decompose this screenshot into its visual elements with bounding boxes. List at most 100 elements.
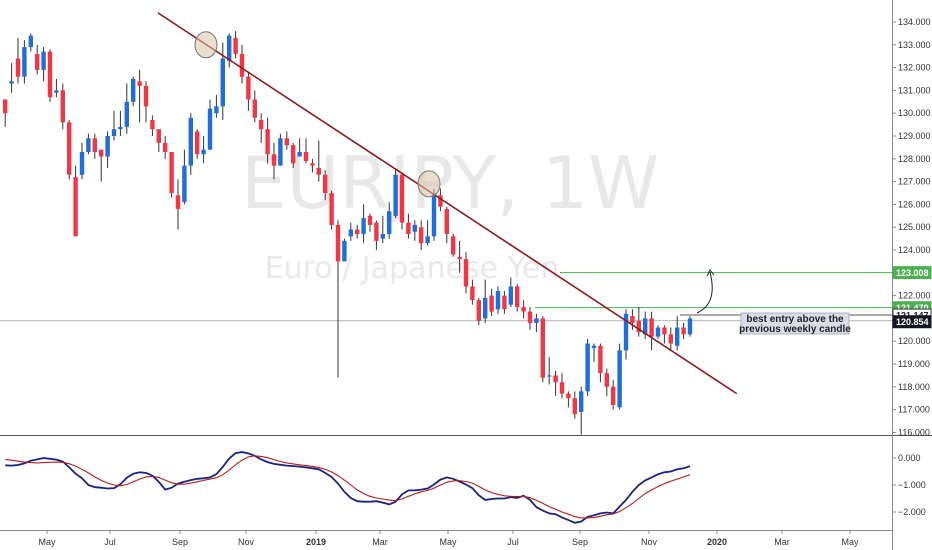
- candle[interactable]: [105, 131, 110, 168]
- candle[interactable]: [476, 297, 481, 326]
- candle[interactable]: [35, 44, 40, 75]
- candle[interactable]: [604, 368, 609, 396]
- annotation-box[interactable]: [740, 312, 850, 335]
- candle[interactable]: [316, 140, 321, 182]
- candle[interactable]: [617, 343, 622, 410]
- candle[interactable]: [540, 316, 545, 383]
- candle[interactable]: [630, 309, 635, 330]
- candle[interactable]: [239, 44, 245, 84]
- candle[interactable]: [611, 379, 616, 410]
- candle[interactable]: [195, 129, 200, 159]
- candle[interactable]: [419, 220, 424, 250]
- candle[interactable]: [124, 83, 129, 134]
- candle[interactable]: [246, 72, 251, 111]
- candle[interactable]: [348, 222, 353, 241]
- candle[interactable]: [361, 204, 366, 244]
- candle[interactable]: [3, 99, 8, 127]
- candle[interactable]: [118, 110, 123, 136]
- candle[interactable]: [150, 115, 155, 136]
- candle[interactable]: [579, 386, 584, 435]
- candle[interactable]: [572, 391, 577, 419]
- candle[interactable]: [15, 37, 21, 84]
- candle[interactable]: [323, 170, 328, 200]
- candle[interactable]: [156, 129, 161, 152]
- candle[interactable]: [188, 113, 193, 175]
- candle[interactable]: [585, 338, 590, 396]
- candle[interactable]: [342, 238, 347, 262]
- candle[interactable]: [687, 316, 693, 337]
- candle[interactable]: [643, 311, 648, 339]
- candle[interactable]: [355, 224, 360, 239]
- candle[interactable]: [169, 151, 174, 198]
- candle[interactable]: [207, 99, 213, 150]
- candle[interactable]: [399, 172, 405, 230]
- candle[interactable]: [214, 94, 219, 118]
- candle[interactable]: [131, 76, 136, 107]
- candle[interactable]: [182, 149, 187, 205]
- candle[interactable]: [233, 31, 238, 59]
- candle[interactable]: [47, 49, 53, 102]
- candle[interactable]: [559, 373, 565, 399]
- candle[interactable]: [99, 149, 104, 182]
- candle[interactable]: [41, 47, 46, 82]
- candle[interactable]: [297, 138, 302, 157]
- candle[interactable]: [451, 234, 456, 257]
- candle[interactable]: [227, 33, 232, 68]
- candle[interactable]: [566, 391, 571, 408]
- candle[interactable]: [425, 220, 430, 246]
- candle[interactable]: [483, 279, 488, 323]
- candle[interactable]: [291, 142, 296, 168]
- candle[interactable]: [527, 307, 533, 330]
- candle[interactable]: [28, 33, 33, 52]
- candle[interactable]: [649, 311, 654, 351]
- candle[interactable]: [22, 40, 27, 84]
- candle[interactable]: [636, 307, 641, 337]
- candle[interactable]: [515, 284, 520, 312]
- candle[interactable]: [284, 131, 289, 150]
- candle[interactable]: [444, 206, 449, 244]
- candle[interactable]: [681, 322, 686, 339]
- candle[interactable]: [303, 138, 309, 164]
- candle[interactable]: [668, 327, 673, 351]
- indicator-slow-line[interactable]: [5, 455, 691, 519]
- candle[interactable]: [60, 83, 65, 130]
- candle[interactable]: [367, 213, 373, 232]
- candle[interactable]: [393, 167, 398, 219]
- candle[interactable]: [489, 288, 494, 317]
- candle[interactable]: [310, 158, 315, 173]
- candle[interactable]: [143, 81, 149, 123]
- candle[interactable]: [547, 357, 552, 385]
- candle[interactable]: [470, 279, 475, 305]
- breakout-arrow[interactable]: [696, 271, 713, 314]
- candle[interactable]: [598, 343, 603, 383]
- trendline[interactable]: [157, 12, 738, 395]
- candle[interactable]: [623, 309, 629, 360]
- candle[interactable]: [54, 79, 59, 98]
- candle[interactable]: [495, 286, 501, 314]
- candle[interactable]: [86, 133, 91, 155]
- candle[interactable]: [175, 179, 181, 230]
- candle[interactable]: [438, 188, 443, 212]
- candle[interactable]: [521, 300, 526, 319]
- candle[interactable]: [335, 220, 341, 378]
- candle[interactable]: [463, 252, 469, 294]
- candle[interactable]: [457, 240, 462, 273]
- candle[interactable]: [387, 202, 392, 239]
- candle[interactable]: [675, 316, 680, 351]
- indicator-fast-line[interactable]: [5, 451, 691, 524]
- candle[interactable]: [9, 63, 14, 93]
- candle[interactable]: [380, 215, 385, 244]
- candle[interactable]: [374, 220, 379, 250]
- candle[interactable]: [271, 142, 277, 180]
- candle[interactable]: [163, 136, 168, 159]
- candle[interactable]: [79, 142, 85, 180]
- candle[interactable]: [111, 110, 117, 141]
- candle[interactable]: [252, 90, 257, 123]
- candle[interactable]: [431, 188, 437, 241]
- candle[interactable]: [662, 325, 667, 344]
- candle[interactable]: [406, 213, 411, 239]
- candle[interactable]: [508, 277, 513, 307]
- candle[interactable]: [553, 370, 558, 396]
- candle[interactable]: [591, 343, 597, 362]
